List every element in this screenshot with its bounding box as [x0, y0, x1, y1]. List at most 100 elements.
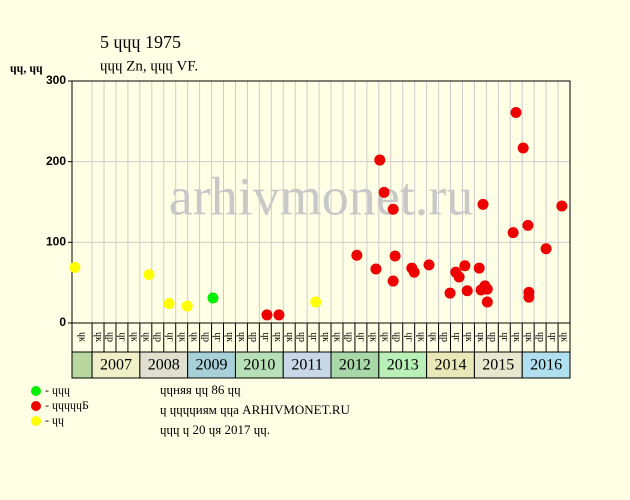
- data-point: [163, 298, 175, 310]
- data-point: [408, 266, 420, 278]
- year-label: 2015: [482, 357, 514, 374]
- quarter-label: ɥр: [344, 332, 355, 342]
- quarter-label: ɥр: [152, 332, 163, 342]
- legend-marker: [31, 416, 41, 426]
- quarter-label: ɥк: [332, 332, 343, 342]
- quarter-label: ɥк: [475, 332, 486, 342]
- quarter-label: ɥр: [248, 332, 259, 342]
- quarter-label: ɥг: [356, 332, 367, 341]
- data-point: [387, 203, 399, 215]
- y-tick-label: 200: [46, 154, 66, 168]
- quarter-label: ɥк: [320, 332, 331, 342]
- data-point: [473, 262, 485, 274]
- quarter-label: ɥк: [77, 332, 88, 342]
- data-point: [522, 219, 534, 231]
- data-point: [207, 292, 219, 304]
- data-point: [481, 296, 493, 308]
- year-cell: [187, 351, 236, 379]
- data-point: [556, 200, 568, 212]
- quarter-label: ɥр: [200, 332, 211, 342]
- quarter-label: ɥг: [308, 332, 319, 341]
- data-point: [261, 309, 273, 321]
- y-tick-label: 100: [46, 235, 66, 249]
- year-label: 2014: [435, 357, 467, 374]
- data-point: [370, 263, 382, 275]
- year-label: 2013: [387, 357, 419, 374]
- quarter-label: ɥк: [93, 332, 104, 342]
- year-label: 2007: [100, 357, 132, 374]
- legend-marker: [31, 401, 41, 411]
- quarter-label: ɥр: [487, 332, 498, 342]
- quarter-label: ɥк: [272, 332, 283, 342]
- data-point: [69, 261, 81, 273]
- year-cell: [521, 351, 571, 379]
- data-point: [517, 142, 529, 154]
- quarter-label: ɥг: [451, 332, 462, 341]
- data-point: [351, 249, 363, 261]
- year-label: 2009: [196, 357, 228, 374]
- quarter-label: ɥк: [284, 332, 295, 342]
- quarter-label: ɥк: [368, 332, 379, 342]
- quarter-label: ɥк: [523, 332, 534, 342]
- data-point: [273, 309, 285, 321]
- y-tick-label: 300: [46, 73, 66, 87]
- year-label: 2008: [148, 357, 180, 374]
- quarter-label: ɥк: [463, 332, 474, 342]
- y-tick-label: 0: [59, 315, 66, 329]
- legend-label: - ɥɥ: [45, 413, 64, 427]
- quarter-label: ɥк: [427, 332, 438, 342]
- data-point: [481, 283, 493, 295]
- quarter-label: ɥг: [499, 332, 510, 341]
- watermark: arhivmonet.ru: [169, 166, 473, 226]
- quarter-label: ɥк: [380, 332, 391, 342]
- year-cell: [71, 351, 93, 379]
- quarter-label: ɥк: [559, 332, 570, 342]
- quarter-label: ɥр: [296, 332, 307, 342]
- data-point: [507, 227, 519, 239]
- year-cell: [426, 351, 475, 379]
- data-point: [453, 271, 465, 283]
- quarter-label: ɥг: [547, 332, 558, 341]
- data-point: [477, 198, 489, 210]
- quarter-label: ɥр: [439, 332, 450, 342]
- data-point: [540, 243, 552, 255]
- data-point: [374, 154, 386, 166]
- year-label: 2016: [530, 357, 562, 374]
- quarter-label: ɥк: [511, 332, 522, 342]
- data-point: [523, 291, 535, 303]
- data-point: [378, 186, 390, 198]
- quarter-label: ɥр: [391, 332, 402, 342]
- year-label: 2011: [291, 357, 322, 374]
- legend-label: - ɥɥɥɥɥБ: [45, 398, 89, 412]
- quarter-label: ɥк: [141, 332, 152, 342]
- data-point: [510, 106, 522, 118]
- data-point: [389, 250, 401, 262]
- data-point: [387, 275, 399, 287]
- quarter-label: ɥр: [105, 332, 116, 342]
- data-point: [181, 300, 193, 312]
- quarter-label: ɥр: [535, 332, 546, 342]
- data-point: [423, 259, 435, 271]
- data-point: [444, 287, 456, 299]
- quarter-label: ɥк: [236, 332, 247, 342]
- data-point: [461, 285, 473, 297]
- quarter-label: ɥг: [212, 332, 223, 341]
- year-cell: [330, 351, 380, 379]
- quarter-label: ɥк: [176, 332, 187, 342]
- note: ɥ ɥɥɥɥиям ɥɥа ARHIVMONET.RU: [160, 402, 351, 417]
- note: ɥɥɥ ɥ 20 ɥя 2017 ɥɥ.: [160, 422, 270, 437]
- quarter-label: ɥг: [260, 332, 271, 341]
- quarter-label: ɥк: [415, 332, 426, 342]
- quarter-label: ɥг: [403, 332, 414, 341]
- legend-marker: [31, 386, 41, 396]
- note: ɥɥняя ɥɥ 86 ɥɥ: [160, 382, 241, 397]
- data-point: [310, 296, 322, 308]
- year-label: 2010: [243, 357, 275, 374]
- year-cell: [234, 351, 284, 379]
- legend-label: - ɥɥɥ: [45, 383, 70, 397]
- quarter-label: ɥк: [129, 332, 140, 342]
- year-label: 2012: [339, 357, 371, 374]
- y-axis-label: ɥɥ, ɥɥ: [10, 61, 43, 75]
- data-point: [143, 269, 155, 281]
